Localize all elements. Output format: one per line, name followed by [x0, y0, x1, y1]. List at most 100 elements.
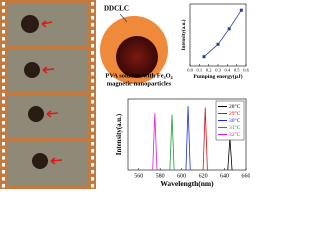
sprocket-hole — [2, 23, 5, 27]
sprocket-hole — [91, 149, 94, 153]
frame — [8, 95, 88, 137]
plot-frame — [127, 98, 247, 171]
sprocket-hole — [91, 79, 94, 83]
sprocket-hole — [2, 177, 5, 181]
film-strip — [0, 0, 96, 189]
sprocket-hole — [2, 93, 5, 97]
sprocket-hole — [2, 135, 5, 139]
sprocket-hole — [91, 184, 94, 188]
sprocket-hole — [91, 107, 94, 111]
sprocket-hole — [2, 30, 5, 34]
x-tick-label: 0.0 — [187, 68, 193, 73]
sprocket-hole — [91, 135, 94, 139]
x-tick-label: 0.2 — [206, 68, 212, 73]
legend-label: 31°C — [229, 124, 241, 131]
sprocket-hole — [91, 142, 94, 146]
droplet-diagram: DDCLC PVA solution with Fe₃O₄ magnetic n… — [100, 5, 173, 87]
sprocket-hole — [2, 86, 5, 90]
sprocket-hole — [2, 51, 5, 55]
frame — [8, 141, 88, 185]
marker — [216, 42, 220, 46]
droplet — [32, 153, 48, 169]
frame-image — [8, 3, 88, 45]
x-tick-label: 0.4 — [225, 68, 231, 73]
sprocket-hole — [2, 72, 5, 76]
sprocket-hole — [2, 149, 5, 153]
sprocket-hole — [2, 156, 5, 160]
sprocket-hole — [91, 30, 94, 34]
x-tick-label: 0.1 — [197, 68, 203, 73]
sprocket-hole — [2, 121, 5, 125]
x-tick-label: 640 — [220, 173, 229, 179]
series-line — [185, 106, 191, 171]
sprocket-hole — [2, 114, 5, 118]
figure: DDCLC PVA solution with Fe₃O₄ magnetic n… — [0, 0, 250, 189]
arrow — [42, 66, 55, 74]
core-label: PVA solution with Fe₃O₄ — [105, 72, 172, 79]
sprocket-holes — [2, 2, 94, 188]
series-line — [152, 113, 158, 171]
sprocket-hole — [91, 93, 94, 97]
sprocket-hole — [2, 16, 5, 20]
arrow — [46, 110, 59, 118]
sprocket-hole — [91, 44, 94, 48]
sprocket-hole — [91, 100, 94, 104]
arrow — [50, 157, 63, 165]
sprocket-hole — [91, 170, 94, 174]
x-tick-label: 620 — [199, 173, 208, 179]
sprocket-hole — [2, 44, 5, 48]
sprocket-hole — [91, 58, 94, 62]
sprocket-hole — [2, 170, 5, 174]
frame-image — [8, 141, 88, 185]
sprocket-hole — [91, 177, 94, 181]
x-tick-label: 580 — [156, 173, 165, 179]
sprocket-hole — [2, 2, 5, 6]
sprocket-hole — [2, 79, 5, 83]
y-axis-label: Intensity(a.u.) — [116, 114, 123, 155]
sprocket-hole — [91, 9, 94, 13]
shell-label: DDCLC — [104, 5, 129, 13]
series-line — [202, 107, 208, 171]
x-tick-label: 0.6 — [243, 68, 249, 73]
sprocket-hole — [91, 2, 94, 6]
droplet — [24, 62, 40, 78]
sprocket-hole — [2, 107, 5, 111]
sprocket-hole — [2, 65, 5, 69]
series-line — [169, 114, 175, 171]
sprocket-hole — [91, 121, 94, 125]
y-axis-label: Intensity(a.u.) — [180, 19, 187, 50]
legend-label: 30°C — [229, 117, 241, 124]
series-line — [203, 9, 242, 57]
sprocket-hole — [2, 142, 5, 146]
sprocket-hole — [2, 163, 5, 167]
pointer — [119, 13, 128, 23]
sprocket-hole — [91, 156, 94, 160]
core — [116, 36, 158, 78]
x-axis-label: Wavelength(nm) — [160, 179, 214, 188]
sprocket-hole — [91, 37, 94, 41]
marker — [202, 55, 206, 59]
sprocket-hole — [2, 58, 5, 62]
sprocket-hole — [2, 9, 5, 13]
legend-label: 29°C — [229, 110, 241, 117]
legend-label: 28°C — [229, 103, 241, 110]
droplet — [28, 106, 44, 122]
sprocket-hole — [91, 65, 94, 69]
marker — [227, 27, 231, 31]
sprocket-hole — [2, 184, 5, 188]
x-tick-label: 0.3 — [215, 68, 221, 73]
sprocket-hole — [91, 16, 94, 20]
marker — [239, 8, 243, 12]
core-label: magnetic nanoparticles — [107, 80, 172, 87]
sprocket-hole — [91, 114, 94, 118]
frame — [8, 49, 88, 91]
sprocket-hole — [91, 23, 94, 27]
sprocket-hole — [91, 51, 94, 55]
x-axis-label: Pumping energy(μJ) — [193, 73, 242, 80]
frame-image — [8, 95, 88, 137]
droplet — [21, 15, 39, 33]
x-tick-label: 600 — [177, 173, 186, 179]
sprocket-hole — [91, 163, 94, 167]
x-tick-label: 660 — [242, 173, 251, 179]
